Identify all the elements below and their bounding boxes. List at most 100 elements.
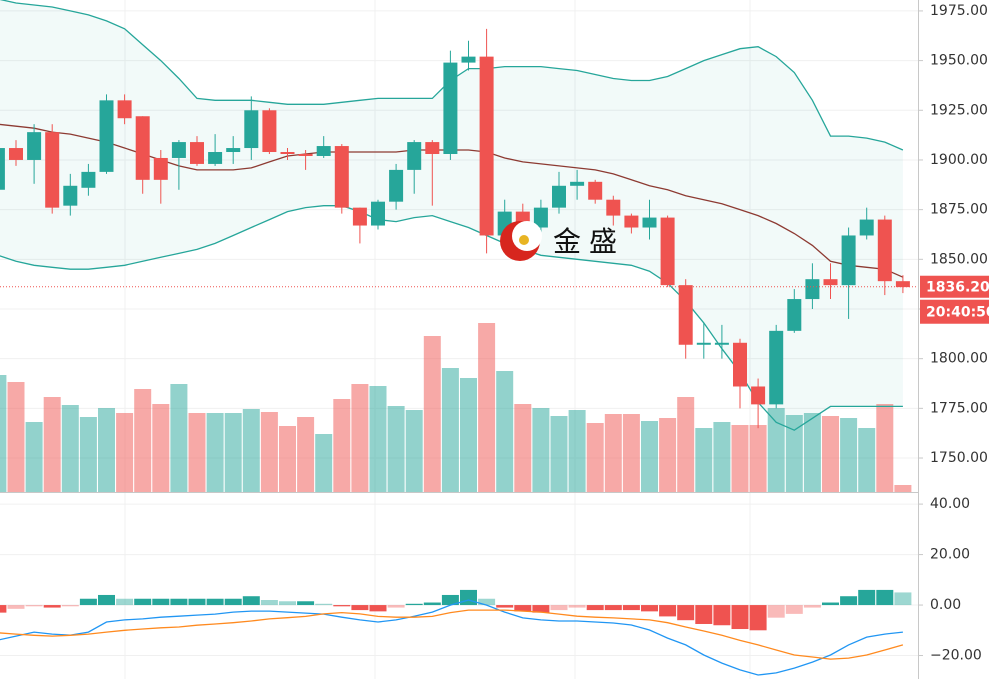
candle-body [389,169,404,202]
macd-histogram-bar [894,592,912,606]
volume-bar [713,422,731,492]
volume-bar [876,404,894,492]
candle-body [660,217,675,286]
volume-bar [550,416,568,492]
candle-body [9,148,23,160]
macd-histogram-bar [188,598,206,606]
macd-histogram-bar [803,605,821,608]
volume-bar [387,406,405,492]
volume-bar [43,397,61,492]
volume-bar [315,434,333,492]
macd-histogram-bar [7,605,25,609]
macd-histogram-bar [858,589,876,606]
candle-body [733,342,747,387]
macd-histogram-bar [622,605,640,611]
volume-bar [333,399,351,492]
macd-histogram-bar [224,598,242,606]
macd-histogram-bar [441,594,459,606]
macd-histogram-bar [351,605,369,611]
candle-body [461,56,476,63]
y-tick-label: 1975.00 [930,3,988,19]
candle-body [153,157,168,180]
macd-histogram-bar [532,605,550,613]
volume-bar [822,416,839,492]
volume-bar [351,384,369,492]
candle-body [171,142,186,158]
macd-histogram-bar [478,598,496,606]
volume-bar [441,368,459,492]
volume-bar [858,428,876,492]
volume-bar [260,412,278,492]
time-tag-label: 20:40:50 [926,305,989,321]
candle-body [624,215,639,228]
candle-body [99,100,114,172]
candle-body [859,219,874,236]
macd-histogram-bar [677,605,695,621]
volume-bar [749,425,767,492]
volume-bar [568,410,586,492]
macd-histogram-bar [423,602,441,606]
volume-bar [803,413,821,492]
volume-bar [224,413,242,492]
volume-bar [460,378,477,492]
candle-body [208,152,223,164]
volume-bar [731,425,749,492]
y-tick-label: 1875.00 [930,202,988,218]
macd-histogram-bar [98,594,115,606]
candle-body [479,56,494,236]
time-tag [920,299,989,324]
candle-body [135,116,150,180]
volume-bar [0,375,7,492]
candle-body [714,342,729,345]
candle-body [588,181,603,200]
volume-bar [79,417,97,492]
volume-bar [767,408,785,492]
volume-bar [532,408,550,492]
macd-histogram-bar [550,605,568,611]
macd-histogram-bar [731,605,749,630]
candle-body [352,207,367,226]
candle-body [81,171,96,188]
watermark-text: 金盛 [553,225,625,258]
candle-body [805,279,820,300]
candle-body [751,386,766,405]
macd-histogram-bar [279,601,296,606]
candle-body [895,281,910,288]
volume-bar [134,389,152,492]
macd-histogram-bar [116,598,134,606]
y-tick-label: 1750.00 [930,450,988,466]
macd-histogram-bar [641,605,658,612]
candle-body [316,146,331,156]
candle-body [425,142,440,154]
bollinger-fill [0,0,903,431]
candle-body [443,62,458,154]
macd-histogram-bar [152,598,170,606]
candle-body [823,279,838,286]
macd-histogram-bar [134,598,152,606]
candle-body [606,199,621,216]
candle-body [63,185,78,206]
macd-histogram-bar [586,605,604,611]
volume-bar [586,423,604,492]
macd-histogram-bar [43,605,61,608]
macd-histogram-bar [695,605,713,624]
macd-histogram-bar [206,598,224,606]
y-tick-label: 1900.00 [930,152,988,168]
macd-line [0,599,903,676]
candle-body [696,342,711,345]
price-tag-label: 1836.20 [926,280,989,296]
macd-histogram-bar [876,589,894,606]
candle-body [371,201,385,226]
volume-bar [206,413,224,492]
candle-body [0,148,5,190]
volume-bar [496,371,514,492]
candle-body [244,110,259,149]
volume-bar [7,382,25,492]
candle-body [27,132,42,160]
candle-body [334,146,349,208]
macd-histogram-bar [0,605,7,613]
y-tick-label: 1775.00 [930,400,988,416]
macd-histogram-bar [405,603,423,606]
volume-bar [423,336,441,492]
